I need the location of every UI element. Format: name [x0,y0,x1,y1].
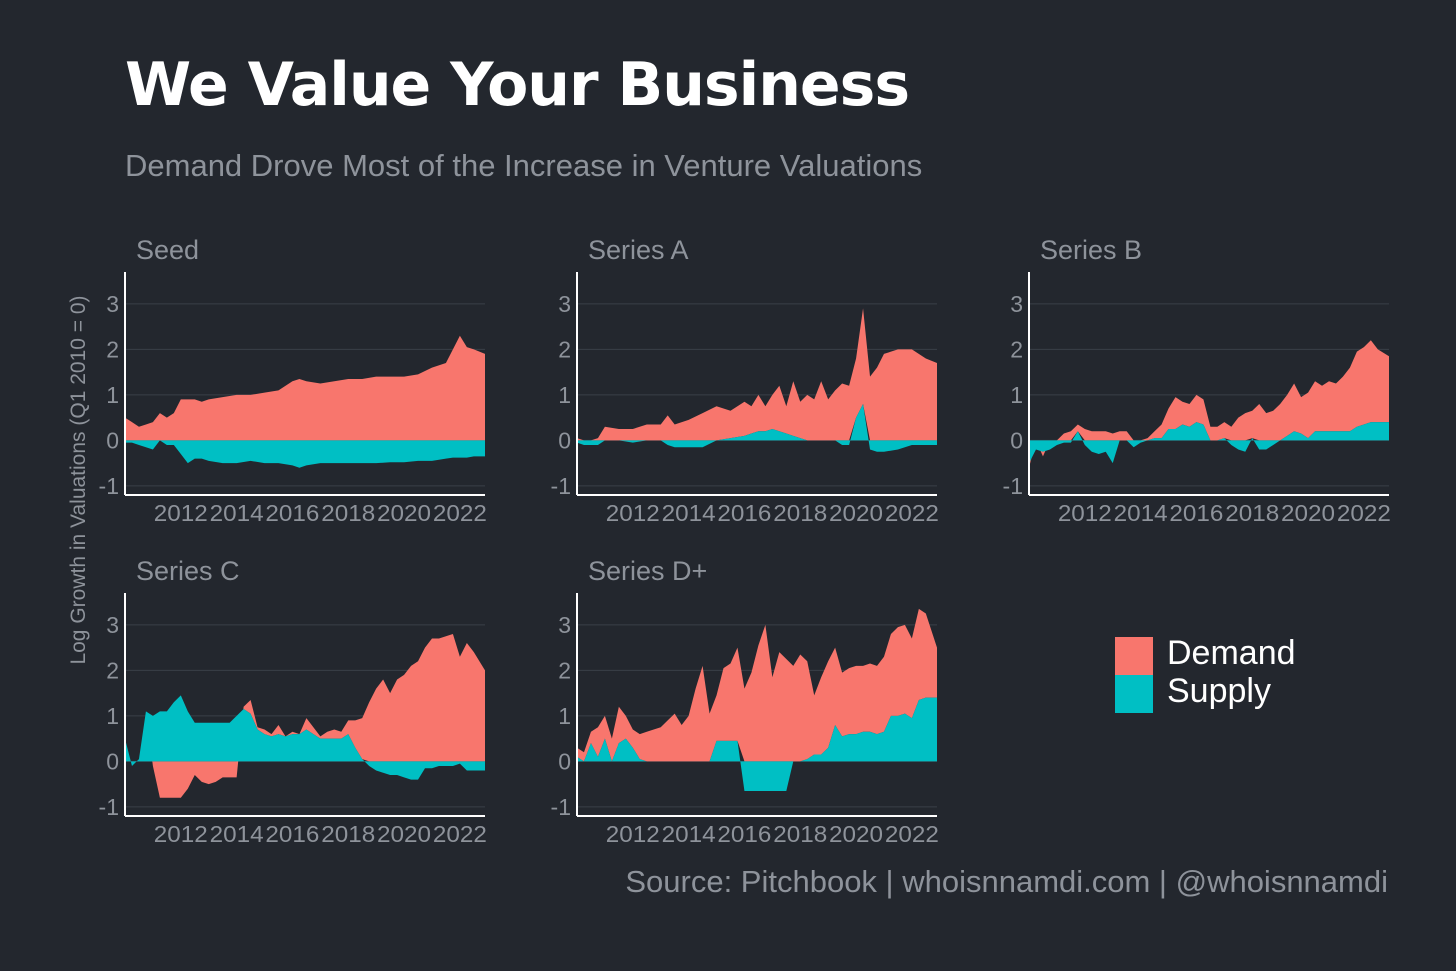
x-tick-label: 2014 [210,500,264,526]
series-supply-area [125,695,485,780]
panel-title: Series D+ [588,556,707,586]
x-tick-label: 2022 [885,821,939,847]
series-demand-area [125,335,485,441]
legend-label-supply: Supply [1167,672,1271,710]
legend-swatch-supply [1115,675,1153,713]
x-tick-label: 2016 [717,500,771,526]
y-tick-label: 1 [558,382,571,408]
y-tick-label: 0 [106,427,119,453]
y-tick-label: 2 [106,336,119,362]
y-tick-label: -1 [551,794,571,820]
y-tick-label: -1 [1003,473,1023,499]
panel-series-b: Series B -1 0 1 2 3 2012 2014 2016 2018 2020 2022 [1003,235,1391,526]
y-tick-label: 1 [106,703,119,729]
panel-title: Series C [136,556,240,586]
y-tick-label: 0 [558,427,571,453]
panel-series-a: Series A -1 0 1 2 3 2012 2014 2016 2018 2020 2022 [551,235,939,526]
x-tick-label: 2012 [606,500,660,526]
y-tick-label: 2 [1010,336,1023,362]
series-demand-area [125,633,485,798]
x-tick-label: 2022 [885,500,939,526]
x-tick-label: 2022 [433,821,487,847]
y-tick-label: 1 [558,703,571,729]
panel-seed: Seed -1 0 1 2 3 2012 2014 2016 2018 2020 2022 [99,235,487,526]
y-tick-label: 2 [558,336,571,362]
series-demand-area [1029,340,1389,468]
y-tick-label: 2 [106,657,119,683]
panel-title: Series A [588,235,689,265]
x-tick-label: 2020 [829,821,883,847]
x-tick-label: 2012 [154,821,208,847]
y-tick-label: -1 [99,794,119,820]
panel-series-d: Series D+ -1 0 1 2 3 2012 2014 2016 2018 2020 2022 [551,556,939,847]
x-tick-label: 2018 [773,500,827,526]
y-tick-label: 1 [106,382,119,408]
series-supply-area [125,440,485,468]
x-tick-label: 2020 [377,821,431,847]
x-tick-label: 2020 [829,500,883,526]
y-tick-label: 2 [558,657,571,683]
x-tick-label: 2020 [377,500,431,526]
series-supply-area [1029,422,1389,464]
x-tick-label: 2016 [265,821,319,847]
x-tick-label: 2014 [662,500,716,526]
y-tick-label: 0 [1010,427,1023,453]
x-tick-label: 2012 [606,821,660,847]
x-tick-label: 2022 [433,500,487,526]
x-tick-label: 2018 [1225,500,1279,526]
y-tick-label: 0 [558,748,571,774]
source-note: Source: Pitchbook | whoisnnamdi.com | @w… [625,864,1388,899]
x-tick-label: 2016 [1169,500,1223,526]
series-demand-area [577,608,937,762]
y-tick-label: -1 [551,473,571,499]
x-tick-label: 2016 [717,821,771,847]
panel-title: Series B [1040,235,1142,265]
y-tick-label: 3 [558,291,571,317]
x-tick-label: 2016 [265,500,319,526]
y-tick-label: -1 [99,473,119,499]
x-tick-label: 2018 [773,821,827,847]
page-subtitle: Demand Drove Most of the Increase in Ven… [125,148,923,183]
x-tick-label: 2014 [210,821,264,847]
page-title: We Value Your Business [125,50,910,120]
x-tick-label: 2018 [321,821,375,847]
x-tick-label: 2014 [1114,500,1168,526]
y-tick-label: 3 [558,612,571,638]
x-tick-label: 2014 [662,821,716,847]
legend-swatch-demand [1115,637,1153,675]
y-tick-label: 0 [106,748,119,774]
series-supply-area [577,697,937,791]
y-tick-label: 3 [1010,291,1023,317]
x-tick-label: 2020 [1281,500,1335,526]
series-supply-area [577,403,937,452]
panel-series-c: Series C -1 0 1 2 3 2012 2014 2016 2018 2020 2022 [99,556,487,847]
x-tick-label: 2018 [321,500,375,526]
series-demand-area [577,308,937,441]
legend-label-demand: Demand [1167,634,1296,672]
x-tick-label: 2012 [1058,500,1112,526]
x-tick-label: 2022 [1337,500,1391,526]
y-tick-label: 3 [106,291,119,317]
y-tick-label: 1 [1010,382,1023,408]
x-tick-label: 2012 [154,500,208,526]
y-tick-label: 3 [106,612,119,638]
panel-title: Seed [136,235,199,265]
